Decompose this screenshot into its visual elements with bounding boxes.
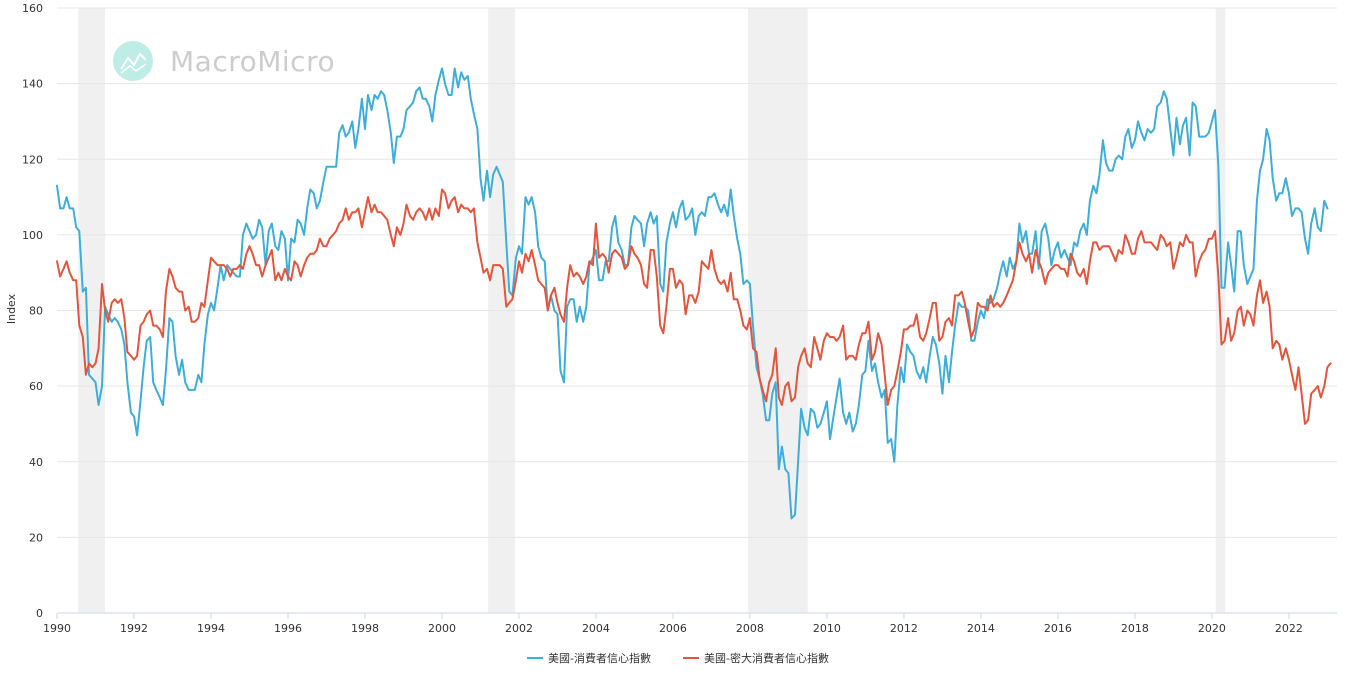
y-tick-label: 40 [29,456,43,469]
x-tick-label: 2010 [813,622,841,635]
y-tick-label: 140 [22,78,43,91]
watermark-logo-line-icon [120,63,147,74]
axes: 0 20 40 60 80 100 120 140 160 1990 1992 1994 1996 199… [22,2,1337,635]
x-tick-label: 2012 [890,622,918,635]
x-tick-label: 2002 [505,622,533,635]
legend-label: 美國-密大消費者信心指數 [704,651,829,665]
x-tick-label: 2008 [736,622,764,635]
x-tick-label: 2016 [1044,622,1072,635]
y-tick-label: 100 [22,229,43,242]
x-tick-label: 1990 [43,622,71,635]
x-tick-label: 2014 [967,622,995,635]
x-tick-label: 2004 [582,622,610,635]
watermark-text: MacroMicro [170,45,335,78]
watermark: MacroMicro [113,41,335,81]
grid-lines [57,7,1337,538]
legend[interactable]: 美國-消費者信心指數 美國-密大消費者信心指數 [527,651,829,665]
legend-item[interactable]: 美國-密大消費者信心指數 [683,651,829,665]
x-tick-label: 1992 [120,622,148,635]
x-tick-label: 2022 [1275,622,1303,635]
y-tick-label: 0 [36,607,43,620]
series-lines [56,67,1332,520]
x-tick-label: 1996 [274,622,302,635]
x-tick-label: 2000 [428,622,456,635]
x-tick-label: 1998 [351,622,379,635]
watermark-logo-chart-icon [120,52,147,70]
x-tick-label: 2020 [1198,622,1226,635]
legend-item[interactable]: 美國-消費者信心指數 [527,651,651,665]
watermark-logo-icon [113,41,153,81]
series-line [56,67,1329,520]
y-tick-label: 160 [22,2,43,15]
legend-label: 美國-消費者信心指數 [548,651,651,665]
y-axis-title: Index [5,293,18,324]
y-tick-label: 120 [22,153,43,166]
x-tick-label: 2018 [1121,622,1149,635]
x-tick-label: 1994 [197,622,225,635]
x-tick-label: 2006 [659,622,687,635]
y-tick-label: 20 [29,531,43,544]
y-tick-label: 60 [29,380,43,393]
y-tick-label: 80 [29,305,43,318]
series-line [56,188,1332,425]
